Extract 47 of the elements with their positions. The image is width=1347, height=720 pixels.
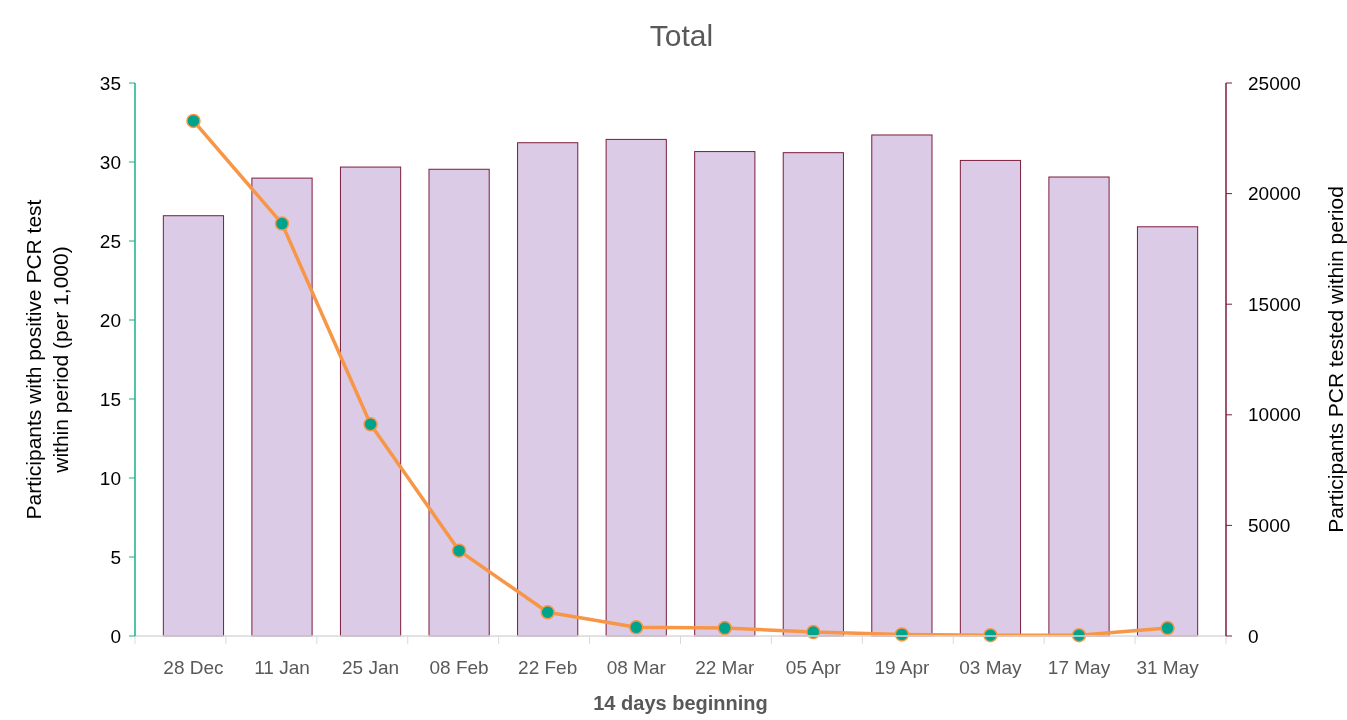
y2-tick-label: 15000 — [1248, 293, 1301, 315]
y-tick-label: 25 — [99, 230, 121, 252]
x-tick-label: 31 May — [1136, 657, 1200, 678]
y-tick-label: 5 — [110, 546, 121, 568]
x-tick-label: 22 Mar — [695, 657, 756, 678]
y-tick-label: 15 — [99, 388, 121, 410]
y2-tick-label: 20000 — [1248, 183, 1301, 205]
bar — [517, 142, 579, 637]
y2-tick-label: 25000 — [1248, 72, 1301, 94]
bar — [162, 215, 225, 637]
point — [1160, 620, 1175, 636]
x-tick-label: 11 Jan — [254, 657, 310, 678]
bar — [428, 168, 490, 637]
bar — [251, 177, 313, 637]
bar — [1136, 226, 1199, 637]
x-tick-label: 03 May — [959, 657, 1023, 678]
y2-tick-label: 10000 — [1248, 404, 1301, 426]
bar — [782, 152, 844, 637]
point — [451, 543, 467, 558]
x-tick-label: 05 Apr — [785, 657, 842, 678]
y-axis-title: Participants with positive PCR test within period (per 1,000) — [22, 199, 72, 520]
x-tick-label: 08 Mar — [606, 657, 667, 678]
x-axis-title: 14 days beginning — [593, 692, 768, 714]
y2-axis-title: Participants PCR tested within period — [1324, 186, 1347, 533]
x-tick-label: 19 Apr — [874, 657, 931, 678]
y2-tick-label: 5000 — [1248, 515, 1291, 537]
y-tick-label: 30 — [99, 151, 121, 173]
point — [540, 605, 555, 620]
point — [363, 417, 378, 432]
x-tick-label: 28 Dec — [163, 657, 224, 678]
bar — [694, 151, 756, 637]
point — [186, 113, 201, 129]
x-tick-label: 17 May — [1047, 657, 1111, 678]
y-tick-label: 20 — [99, 309, 121, 331]
y2-tick-label: 0 — [1248, 625, 1259, 647]
chart-title: Total — [649, 19, 714, 52]
y-tick-label: 0 — [110, 625, 121, 647]
point — [717, 620, 733, 636]
x-tick-label: 08 Feb — [429, 657, 489, 678]
x-tick-label: 22 Feb — [518, 657, 578, 678]
point — [628, 620, 644, 635]
y-tick-label: 35 — [99, 72, 121, 94]
bar — [605, 138, 667, 637]
x-tick-label: 25 Jan — [342, 657, 400, 678]
point — [274, 216, 290, 231]
bar — [339, 166, 402, 637]
y-tick-label: 10 — [99, 467, 121, 489]
